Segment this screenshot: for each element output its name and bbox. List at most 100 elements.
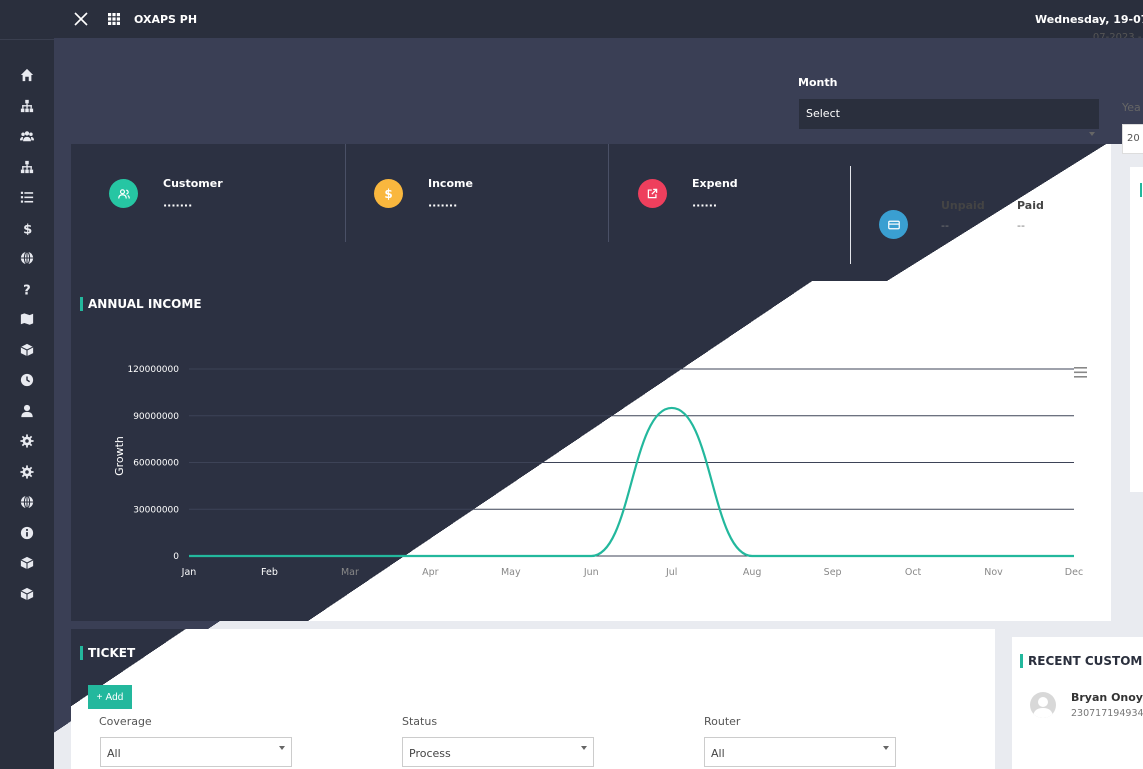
customer-name[interactable]: Bryan Onoya (1071, 691, 1143, 704)
sidebar-item-billing[interactable]: $ (0, 213, 54, 244)
globe-icon (20, 495, 34, 509)
unpaid-label: Unpaid (941, 199, 985, 212)
svg-text:$: $ (23, 222, 32, 235)
current-date: Wednesday, 19-07- (1035, 12, 1143, 26)
x-tick-label: Nov (984, 567, 1003, 578)
coverage-value: All (107, 747, 121, 760)
month-select[interactable]: Select (799, 99, 1099, 129)
add-ticket-button[interactable]: + Add (88, 685, 132, 709)
y-tick-label: 120000000 (127, 365, 179, 375)
x-tick-label: Dec (1065, 567, 1083, 578)
coverage-label: Coverage (99, 715, 152, 728)
sidebar-item-settings-2[interactable] (0, 457, 54, 488)
year-label: Yea (1122, 101, 1141, 114)
x-tick-label: Sep (824, 567, 842, 578)
x-tick-label: Jan (181, 567, 197, 578)
unpaid-value: -- (941, 219, 949, 232)
gear-icon (20, 465, 34, 479)
chevron-down-icon (883, 746, 889, 750)
stats-card: Customer ······· $ Income ······· Expend… (71, 144, 1111, 283)
annual-income-title: ANNUAL INCOME (80, 297, 202, 311)
close-icon[interactable] (74, 12, 88, 26)
month-label: Month (798, 76, 838, 89)
sidebar-item-customers[interactable] (0, 121, 54, 152)
clock-icon (20, 374, 34, 387)
sidebar-item-network[interactable] (0, 91, 54, 122)
recent-customers-title: RECENT CUSTOMERS (1020, 654, 1143, 668)
users-icon (109, 179, 138, 208)
sidebar-item-history[interactable] (0, 365, 54, 396)
y-tick-label: 60000000 (133, 459, 179, 469)
x-tick-label: May (501, 567, 521, 578)
stat-value: ······· (428, 199, 458, 212)
chevron-down-icon (581, 746, 587, 750)
sidebar-item-globe[interactable] (0, 243, 54, 274)
grid-icon[interactable] (108, 13, 120, 25)
y-axis-label: Growth (113, 436, 126, 476)
sidebar-item-network-2[interactable] (0, 152, 54, 183)
stat-value: ······ (692, 199, 718, 212)
info-icon (20, 526, 34, 539)
sidebar-menu: $ ? (0, 40, 54, 609)
status-value: Process (409, 747, 451, 760)
add-label: Add (105, 691, 124, 703)
box-icon (20, 557, 34, 570)
sidebar-item-info[interactable] (0, 518, 54, 549)
sidebar-item-help[interactable]: ? (0, 274, 54, 305)
map-icon (20, 313, 34, 325)
box-icon (20, 587, 34, 600)
y-tick-label: 0 (173, 552, 179, 562)
x-tick-label: Mar (341, 567, 359, 578)
sidebar-item-map[interactable] (0, 304, 54, 335)
plus-icon: + (96, 691, 103, 703)
right-panel (1130, 167, 1143, 492)
coverage-select[interactable]: All (100, 737, 292, 767)
sidebar-item-package-3[interactable] (0, 579, 54, 610)
sidebar-item-user[interactable] (0, 396, 54, 427)
sidebar-item-globe-2[interactable] (0, 487, 54, 518)
sidebar-item-settings[interactable] (0, 426, 54, 457)
x-tick-label: Feb (261, 567, 278, 578)
sidebar-item-package[interactable] (0, 335, 54, 366)
x-tick-label: Aug (743, 567, 762, 578)
stat-title: Customer (163, 177, 223, 190)
router-select[interactable]: All (704, 737, 896, 767)
annual-income-card: ANNUAL INCOME 120000000 90000000 60000000 3… (71, 281, 1111, 621)
paid-label: Paid (1017, 199, 1044, 212)
sidebar-item-home[interactable] (0, 60, 54, 91)
year-select[interactable]: 20 (1122, 124, 1143, 154)
brand-name: OXAPS PH (134, 12, 198, 26)
router-label: Router (704, 715, 741, 728)
sidebar-item-package-2[interactable] (0, 548, 54, 579)
status-select[interactable]: Process (402, 737, 594, 767)
sidebar-item-list[interactable] (0, 182, 54, 213)
gear-icon (20, 434, 34, 448)
avatar (1030, 692, 1056, 718)
menu-icon[interactable] (1074, 367, 1087, 378)
chevron-down-icon (1089, 132, 1095, 136)
divider (608, 144, 609, 242)
stat-value: ······· (163, 199, 193, 212)
sidebar-header (0, 0, 54, 40)
stat-title: Expend (692, 177, 738, 190)
ticket-title: TICKET (80, 646, 135, 660)
x-tick-label: Oct (905, 567, 922, 578)
users-icon (20, 131, 34, 142)
chevron-down-icon (279, 746, 285, 750)
dollar-icon: $ (23, 222, 32, 235)
divider (345, 144, 346, 242)
home-icon (20, 69, 34, 82)
y-tick-label: 30000000 (133, 505, 179, 515)
stat-title: Income (428, 177, 473, 190)
recent-customers-card: RECENT CUSTOMERS Bryan Onoya 23071719493… (1012, 637, 1143, 769)
customer-id: 230717194934 (1071, 708, 1143, 719)
x-tick-label: Apr (422, 567, 439, 578)
credit-card-icon (879, 210, 908, 239)
topbar: OXAPS PH Wednesday, 19-07- (54, 0, 1143, 38)
sitemap-icon (20, 160, 34, 173)
y-tick-label: 90000000 (133, 412, 179, 422)
list-icon (20, 192, 34, 203)
accent-bar (1140, 183, 1142, 197)
date-range: 07-2023 - 2 (1093, 32, 1143, 43)
series-line (188, 406, 1074, 558)
